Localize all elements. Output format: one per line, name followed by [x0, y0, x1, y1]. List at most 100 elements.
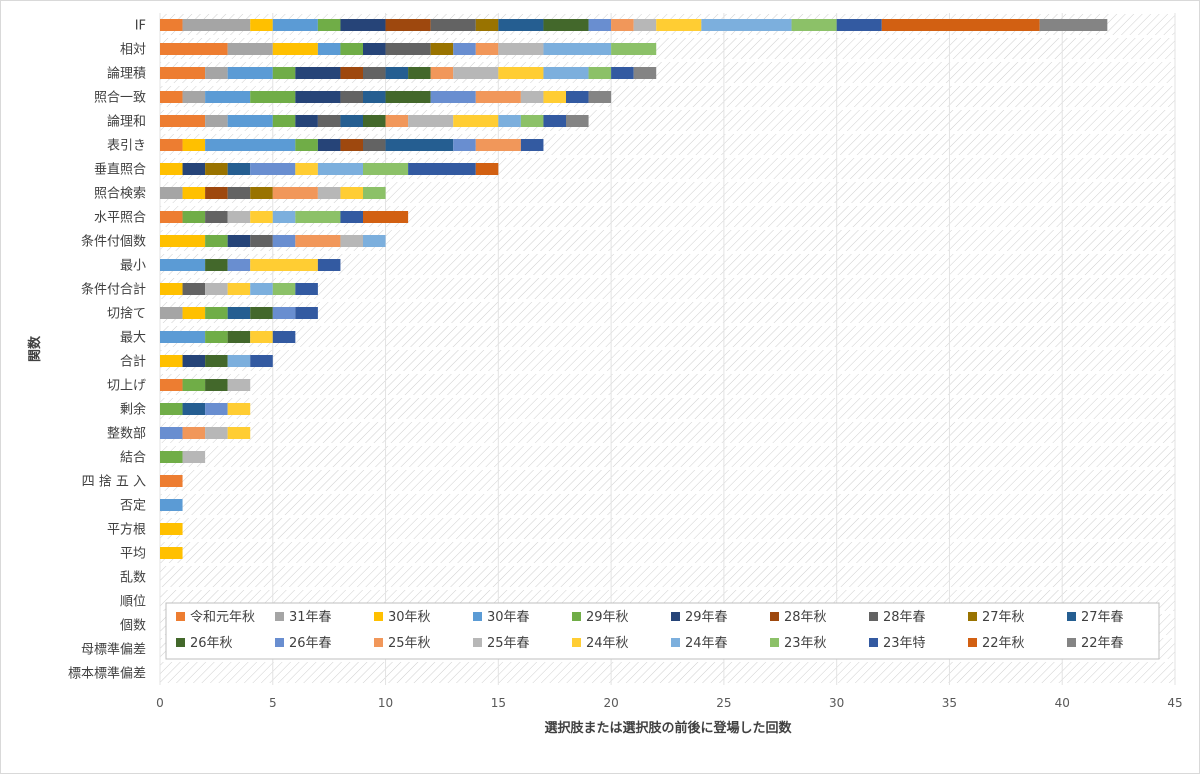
bar-segment — [543, 43, 612, 55]
bar-segment — [205, 91, 251, 103]
bar-segment — [588, 67, 612, 79]
bar-segment — [317, 187, 341, 199]
bar-segment — [160, 523, 183, 535]
bar-segment — [408, 163, 476, 175]
x-axis-title: 選択肢または選択肢の前後に登場した回数 — [544, 720, 792, 736]
x-tick-label: 25 — [716, 696, 731, 710]
bar-segment — [363, 91, 386, 103]
x-tick-label: 35 — [942, 696, 957, 710]
bar-segment — [160, 211, 183, 223]
bar-segment — [520, 91, 544, 103]
bar-segment — [160, 115, 206, 127]
legend-label: 31年春 — [289, 610, 332, 625]
bar-segment — [656, 19, 702, 31]
bar-segment — [475, 43, 499, 55]
y-tick-label: 否定 — [120, 499, 146, 514]
bar-segment — [385, 115, 409, 127]
bar-segment — [182, 355, 206, 367]
legend-swatch — [770, 638, 779, 647]
legend-label: 令和元年秋 — [190, 610, 255, 625]
legend-swatch — [473, 638, 482, 647]
bar-segment — [701, 19, 792, 31]
legend-label: 23年特 — [883, 636, 926, 651]
legend-swatch — [968, 612, 977, 621]
bar-segment — [272, 43, 318, 55]
bar-segment — [205, 307, 228, 319]
y-tick-label: 母標準偏差 — [81, 642, 146, 658]
x-tick-label: 0 — [156, 696, 164, 710]
legend-label: 30年秋 — [388, 610, 431, 625]
bar-segment — [430, 91, 476, 103]
bar-segment — [250, 307, 273, 319]
bar-segment — [227, 259, 251, 271]
bar-segment — [160, 475, 183, 487]
bar-segment — [340, 67, 363, 79]
bar-segment — [160, 139, 183, 151]
bar-segment — [430, 43, 454, 55]
legend-label: 26年秋 — [190, 636, 233, 651]
legend-swatch — [671, 612, 680, 621]
bar-segment — [498, 43, 544, 55]
y-tick-label: 順位 — [120, 595, 146, 610]
bar-segment — [227, 355, 251, 367]
bar-segment — [272, 331, 296, 343]
legend-swatch — [374, 638, 383, 647]
y-tick-label: 整数部 — [107, 427, 146, 442]
bar-segment — [340, 91, 363, 103]
y-tick-label: 個数 — [120, 619, 146, 634]
bar-segment — [250, 259, 318, 271]
y-tick-label: 論理和 — [107, 114, 146, 130]
bar-segment — [160, 187, 183, 199]
bar-segment — [520, 139, 544, 151]
bar-segment — [160, 499, 183, 511]
bar-segment — [295, 91, 341, 103]
bar-segment — [566, 91, 589, 103]
row-band — [160, 422, 1175, 443]
bar-segment — [363, 139, 386, 151]
bar-segment — [520, 115, 544, 127]
row-band — [160, 398, 1175, 419]
legend-label: 28年秋 — [784, 610, 827, 625]
bar-segment — [160, 379, 183, 391]
bar-segment — [498, 67, 544, 79]
row-band — [160, 542, 1175, 563]
bar-segment — [363, 163, 409, 175]
legend-label: 29年春 — [685, 610, 728, 625]
y-tick-label: 結合 — [120, 451, 146, 466]
y-tick-label: 平方根 — [107, 522, 146, 538]
bar-segment — [227, 211, 251, 223]
bar-segment — [205, 379, 228, 391]
legend-swatch — [572, 638, 581, 647]
bar-segment — [363, 187, 386, 199]
bar-segment — [227, 427, 251, 439]
bar-segment — [182, 91, 206, 103]
y-tick-label: 切上げ — [107, 379, 146, 394]
bar-segment — [340, 115, 363, 127]
bar-segment — [430, 19, 476, 31]
bar-segment — [160, 307, 183, 319]
bar-segment — [205, 187, 228, 199]
bar-segment — [543, 115, 566, 127]
legend-box — [165, 602, 1160, 660]
row-band — [160, 278, 1175, 299]
bar-segment — [250, 19, 273, 31]
bar-segment — [160, 19, 183, 31]
bar-segment — [250, 187, 273, 199]
bar-segment — [205, 355, 228, 367]
bar-segment — [611, 67, 634, 79]
legend-label: 25年秋 — [388, 636, 431, 651]
bar-segment — [272, 307, 296, 319]
bar-segment — [475, 139, 521, 151]
bar-segment — [227, 235, 251, 247]
bar-segment — [611, 43, 657, 55]
bar-segment — [633, 19, 657, 31]
bar-segment — [227, 187, 251, 199]
legend-swatch — [275, 612, 284, 621]
y-tick-label: 条件付合計 — [81, 282, 146, 298]
bar-segment — [385, 67, 409, 79]
row-band — [160, 470, 1175, 491]
bar-segment — [160, 235, 206, 247]
bar-segment — [227, 379, 251, 391]
bar-segment — [385, 43, 431, 55]
